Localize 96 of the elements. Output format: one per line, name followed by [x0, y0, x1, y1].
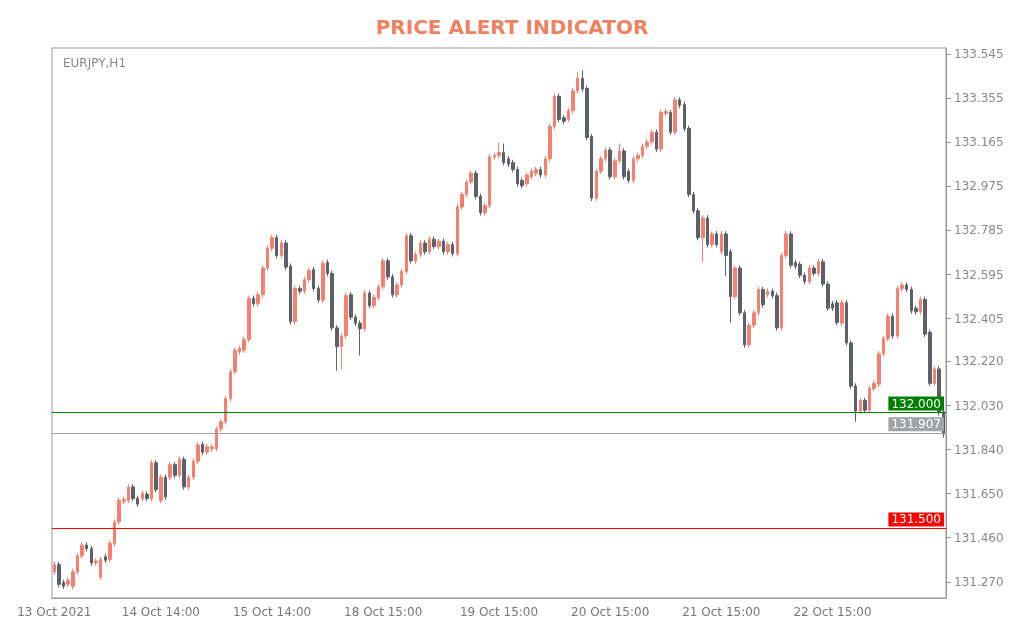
y-tick-label: 131.270 — [954, 574, 1004, 589]
candlestick — [905, 281, 908, 293]
candlestick — [701, 214, 705, 263]
candlestick — [368, 289, 371, 309]
y-tick-label: 131.840 — [954, 442, 1004, 457]
x-tick-label: 21 Oct 15:00 — [682, 605, 761, 619]
candlestick — [808, 264, 811, 285]
candlestick — [706, 214, 709, 248]
candlestick — [451, 241, 454, 257]
candlestick — [710, 230, 714, 248]
candlestick — [280, 239, 283, 259]
candlestick — [168, 461, 172, 481]
y-tick-label: 133.545 — [954, 47, 1004, 62]
x-tick-label: 14 Oct 14:00 — [121, 605, 200, 619]
x-tick-label: 22 Oct 15:00 — [793, 605, 872, 619]
y-tick-label: 132.030 — [954, 398, 1004, 413]
candlestick — [90, 545, 93, 567]
y-tick-label: 133.165 — [954, 135, 1004, 150]
candlestick — [863, 397, 867, 414]
candlestick — [534, 166, 538, 177]
candlestick — [437, 237, 441, 250]
candlestick — [761, 286, 765, 308]
candlestick — [442, 237, 445, 256]
candlestick — [53, 561, 56, 576]
candlestick — [835, 299, 839, 326]
candlestick — [145, 490, 149, 502]
candlestick — [933, 365, 936, 387]
candlestick — [720, 230, 723, 256]
candlestick — [859, 397, 862, 415]
y-tick-label: 132.595 — [954, 267, 1004, 282]
y-tick-label: 131.650 — [954, 486, 1004, 501]
candlestick — [298, 285, 302, 295]
candlestick — [187, 473, 190, 491]
candlestick — [539, 166, 542, 179]
candlestick — [497, 142, 501, 159]
candlestick — [182, 456, 186, 491]
candlestick — [432, 236, 436, 250]
candlestick — [891, 312, 894, 340]
y-tick-label: 132.220 — [954, 354, 1004, 369]
candlestick — [275, 234, 278, 259]
candlestick — [678, 96, 681, 109]
candlestick — [789, 230, 793, 269]
candlestick — [525, 171, 529, 188]
candlestick — [733, 264, 737, 300]
candlestick — [812, 264, 816, 277]
candlestick — [293, 285, 297, 325]
candlestick — [502, 143, 505, 166]
candlestick — [141, 489, 144, 502]
x-tick-label: 13 Oct 2021 — [17, 605, 92, 619]
y-tick-label: 133.355 — [954, 91, 1004, 106]
candlestick — [321, 260, 325, 304]
candlestick — [201, 440, 204, 456]
candlestick — [446, 241, 450, 256]
x-tick-label: 20 Oct 15:00 — [571, 605, 650, 619]
candlestick — [669, 109, 672, 136]
candlestick — [312, 266, 315, 292]
candlestick — [423, 239, 427, 256]
candlestick — [840, 299, 844, 327]
candlestick — [150, 459, 153, 502]
text: EURJPY,H1 — [63, 56, 127, 70]
x-tick-label: 18 Oct 15:00 — [344, 605, 423, 619]
ref-line-label: 132.000 — [891, 396, 941, 411]
ref-line-label: 131.500 — [891, 512, 941, 527]
candlestick — [178, 456, 181, 479]
ref-line-label: 131.907 — [891, 417, 941, 432]
candlestick — [173, 461, 177, 479]
y-tick-label: 132.975 — [954, 179, 1004, 194]
candlestick — [409, 232, 413, 265]
candlestick — [154, 459, 158, 493]
y-tick-label: 132.405 — [954, 311, 1004, 326]
candlestick — [159, 473, 163, 504]
candlestick — [85, 541, 88, 552]
y-tick-label: 132.785 — [954, 223, 1004, 238]
candlestick — [622, 147, 626, 180]
candlestick — [428, 236, 431, 256]
candlestick — [57, 561, 61, 588]
candlestick — [715, 230, 718, 248]
y-tick-label: 131.460 — [954, 530, 1004, 545]
candlestick — [252, 295, 255, 308]
candlestick — [104, 553, 107, 564]
candlestick — [673, 96, 677, 136]
candlestick — [317, 285, 320, 304]
candlestick — [766, 287, 769, 298]
x-tick-label: 19 Oct 15:00 — [459, 605, 539, 619]
candlestick — [164, 473, 167, 501]
chart-title: PRICE ALERT INDICATOR — [375, 15, 649, 39]
candlestick — [405, 232, 408, 275]
candlestick — [919, 296, 922, 316]
candlestick — [414, 251, 417, 265]
candlestick — [775, 292, 779, 332]
x-tick-label: 15 Oct 14:00 — [232, 605, 312, 619]
candlestick — [363, 289, 366, 333]
candlestick — [817, 258, 820, 277]
candlestick — [419, 239, 422, 258]
candlestick — [608, 146, 612, 180]
candlestick — [655, 128, 658, 153]
